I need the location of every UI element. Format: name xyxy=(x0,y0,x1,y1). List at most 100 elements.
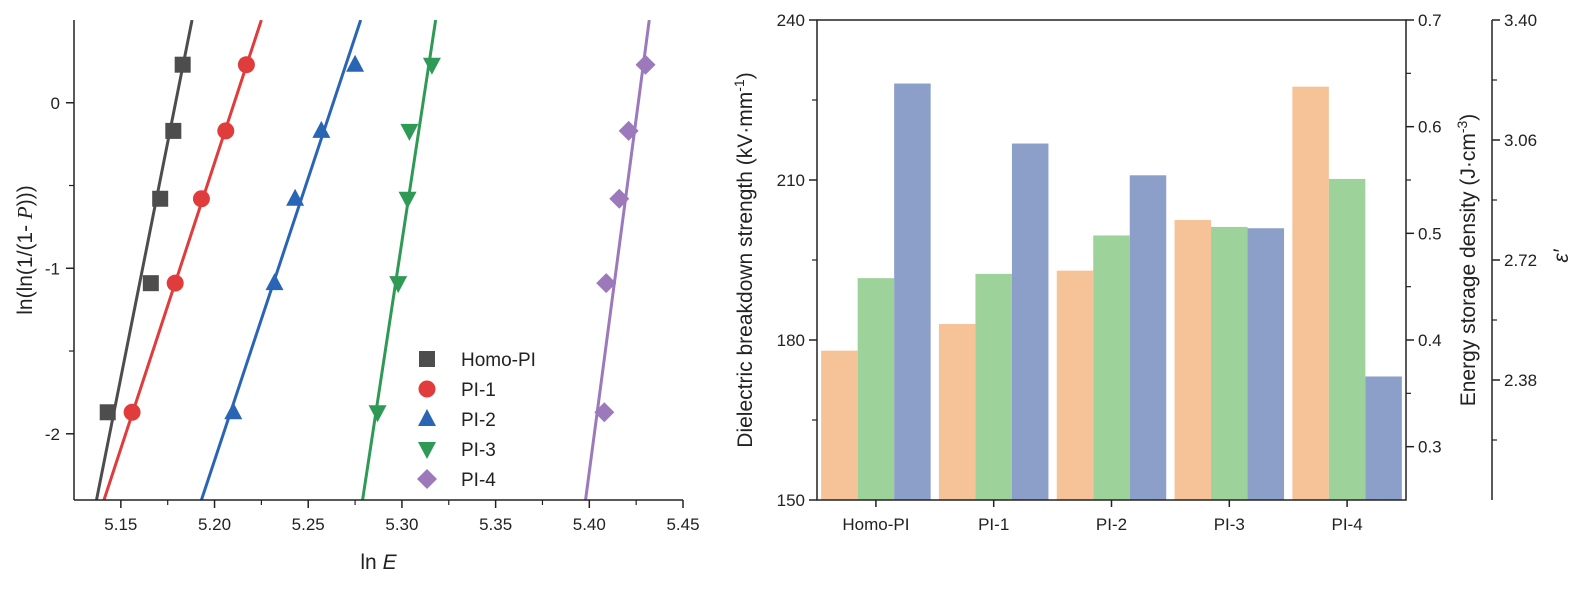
fit-line-pi-2 xyxy=(199,20,363,500)
data-point-pi-3 xyxy=(368,405,387,423)
outer-tick-label: 2.38 xyxy=(1504,371,1537,390)
right-tick-label: 0.5 xyxy=(1418,224,1442,243)
data-point-pi-4 xyxy=(635,54,656,75)
left-scatter-panel: 5.15 5.20 5.25 5.30 5.35 5.40 5.450-1-2ln Eln(… xyxy=(13,20,700,574)
left-tick-label: 210 xyxy=(777,171,805,190)
x-tick-label: 5.30 xyxy=(385,515,418,534)
data-point-pi-2 xyxy=(265,273,284,291)
bar-right-pi-4 xyxy=(1328,178,1366,500)
data-point-pi-2 xyxy=(224,402,243,420)
bar-left-pi-4 xyxy=(1292,86,1329,501)
bar-outer-pi-2 xyxy=(1129,175,1167,500)
bar-right-pi-3 xyxy=(1211,226,1248,500)
bar-left-pi-2 xyxy=(1056,270,1094,500)
legend-marker-pi-4 xyxy=(417,469,437,489)
right-tick-label: 0.4 xyxy=(1418,331,1442,350)
fit-line-pi-3 xyxy=(361,20,438,500)
right-axis-title-text: Energy storage density (J·cm xyxy=(1457,133,1480,406)
data-point-pi-2 xyxy=(346,54,365,72)
right-axis-title-sup: -3 xyxy=(1454,121,1470,134)
data-point-homo-pi xyxy=(142,275,159,292)
x-tick-label: 5.45 xyxy=(666,515,699,534)
left-tick-label: 150 xyxy=(777,491,805,510)
left-axis-title-sup: -1 xyxy=(731,79,747,92)
x-axis-title: ln E xyxy=(360,551,397,574)
data-point-homo-pi xyxy=(152,190,169,207)
legend-label: PI-3 xyxy=(461,440,496,461)
fit-line-homo-pi xyxy=(95,20,194,500)
x-tick-label: 5.20 xyxy=(198,515,231,534)
bar-outer-pi-3 xyxy=(1247,228,1285,500)
data-point-pi-2 xyxy=(286,188,305,206)
data-point-pi-2 xyxy=(312,120,331,138)
bar-right-pi-1 xyxy=(975,273,1012,500)
right-tick-label: 0.6 xyxy=(1418,118,1442,137)
bar-left-pi-3 xyxy=(1174,220,1212,500)
legend-marker-homo-pi xyxy=(419,351,435,367)
data-point-homo-pi xyxy=(99,404,116,421)
data-point-pi-1 xyxy=(237,56,255,74)
data-point-pi-4 xyxy=(596,273,617,294)
bar-outer-pi-4 xyxy=(1365,376,1402,500)
x-tick-label: PI-1 xyxy=(978,515,1009,534)
right-bar-panel: Homo-PI PI-1 PI-2 PI-3 PI-4 150 180 210 240 0.3 0.… xyxy=(731,11,1573,534)
outer-axis-title: ε′ xyxy=(1550,248,1573,262)
data-point-pi-4 xyxy=(594,402,615,423)
right-axis-title-end: ) xyxy=(1457,114,1480,121)
data-point-homo-pi xyxy=(165,122,182,139)
data-point-pi-4 xyxy=(618,120,639,141)
legend-label: PI-4 xyxy=(461,470,496,491)
left-tick-label: 180 xyxy=(777,331,805,350)
x-tick-label: 5.40 xyxy=(573,515,606,534)
y-tick-label: 0 xyxy=(51,94,60,113)
legend-marker-pi-1 xyxy=(418,380,436,398)
x-tick-label: Homo-PI xyxy=(842,515,909,534)
bar-left-pi-1 xyxy=(938,324,976,500)
data-point-pi-3 xyxy=(422,57,441,75)
left-axis-title-text: Dielectric breakdown strength (kV·mm xyxy=(734,92,757,448)
legend-marker-pi-3 xyxy=(418,442,436,459)
bar-right-homo-pi xyxy=(857,278,895,500)
fit-line-pi-4 xyxy=(584,20,651,500)
data-point-pi-1 xyxy=(192,190,210,208)
right-tick-label: 0.7 xyxy=(1418,11,1442,30)
y-axis-title-post: ))) xyxy=(14,185,37,206)
x-tick-label: PI-4 xyxy=(1332,515,1363,534)
outer-tick-label: 3.06 xyxy=(1504,131,1537,150)
data-point-pi-1 xyxy=(217,122,235,140)
bar-outer-pi-1 xyxy=(1011,143,1049,500)
y-tick-label: -2 xyxy=(45,425,60,444)
left-axis-title: Dielectric breakdown strength (kV·mm-1) xyxy=(731,72,757,447)
data-point-pi-1 xyxy=(166,274,184,292)
y-axis-title: ln(ln(1/(1- P))) xyxy=(13,185,37,315)
data-point-pi-1 xyxy=(123,403,141,421)
data-point-pi-3 xyxy=(400,123,419,141)
legend-label: Homo-PI xyxy=(461,350,536,371)
right-axis-title: Energy storage density (J·cm-3) xyxy=(1454,114,1480,407)
bar-right-pi-2 xyxy=(1093,235,1130,500)
data-point-homo-pi xyxy=(174,56,191,73)
y-axis-title-pre: ln(ln(1/(1- xyxy=(14,219,37,315)
outer-tick-label: 3.40 xyxy=(1504,11,1537,30)
bar-outer-homo-pi xyxy=(894,83,931,500)
outer-tick-label: 2.72 xyxy=(1504,251,1537,270)
x-tick-label: PI-2 xyxy=(1096,515,1127,534)
legend-marker-pi-2 xyxy=(418,409,436,426)
x-axis-title-var: E xyxy=(383,551,398,574)
data-point-pi-3 xyxy=(398,191,417,209)
y-axis-title-var: P xyxy=(13,206,37,220)
x-axis-title-prefix: ln xyxy=(360,551,382,574)
legend-label: PI-1 xyxy=(461,380,496,401)
x-tick-label: 5.15 xyxy=(104,515,137,534)
fit-line-pi-1 xyxy=(102,20,263,500)
left-axis-title-end: ) xyxy=(734,72,757,79)
x-tick-label: PI-3 xyxy=(1214,515,1245,534)
data-point-pi-3 xyxy=(389,276,408,294)
x-tick-label: 5.35 xyxy=(479,515,512,534)
y-tick-label: -1 xyxy=(45,259,60,278)
left-tick-label: 240 xyxy=(777,11,805,30)
bar-left-homo-pi xyxy=(821,350,858,500)
x-tick-label: 5.25 xyxy=(292,515,325,534)
legend-label: PI-2 xyxy=(461,410,496,431)
